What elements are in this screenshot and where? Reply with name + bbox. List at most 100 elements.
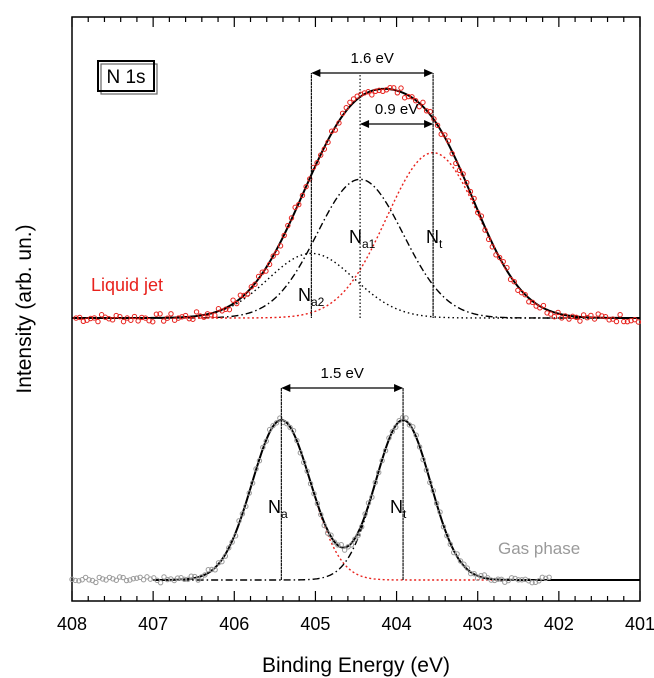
panel-label: N 1s [106,67,145,88]
data-point [551,314,558,320]
data-point [412,97,419,104]
data-point [515,577,522,583]
data-point [606,317,612,323]
data-point [387,84,393,91]
data-point [348,542,355,548]
arrow-head-right [424,69,434,77]
data-point [511,279,517,285]
data-point [273,420,280,426]
data-point [464,179,470,186]
data-point [252,281,258,287]
data-point [185,576,191,583]
data-point [304,468,310,474]
data-point [369,92,375,98]
data-point [212,567,218,573]
data-point [488,577,494,583]
data-point [281,232,287,239]
data-point [548,311,554,317]
data-point [522,292,528,298]
plot-frame [71,16,641,602]
data-point [355,532,361,538]
data-point [130,576,137,582]
x-tick-label: 402 [544,614,574,634]
x-tick-label: 406 [219,614,249,634]
data-point [164,315,171,321]
data-point [303,183,309,190]
liquid-jet-panel: 1.6 eV 0.9 eV Na2 Na1 Nt [72,50,642,325]
data-point [389,428,396,435]
data-point [485,236,492,243]
data-point [181,576,188,583]
data-point [478,573,484,579]
data-point [103,577,109,583]
data-point [584,315,590,321]
data-point [160,318,167,324]
data-point [456,167,463,174]
x-tick-label: 404 [382,614,412,634]
data-point [98,312,105,318]
data-point [495,576,501,582]
data-point [142,315,149,321]
data-point [72,577,79,584]
data-point [635,319,642,325]
x-tick-label: 408 [57,614,87,634]
data-point [297,450,304,456]
data-point [461,561,467,567]
data-point [555,309,561,316]
data-point [591,316,598,322]
data-point [350,96,357,102]
data-point [453,160,459,167]
data-point [621,318,627,325]
data-point [226,545,232,551]
data-point [460,171,466,177]
data-point [284,420,290,427]
series-label-liquid-jet: Liquid jet [91,275,163,295]
data-point [474,575,481,581]
data-point [274,249,280,256]
data-point [464,565,471,571]
fit-component-curve [72,178,640,319]
data-point [174,575,181,581]
data-point [222,553,229,559]
data-point [109,317,116,323]
data-point [290,427,297,434]
data-point [454,551,460,557]
data-point [212,312,218,318]
data-point [526,299,532,305]
data-point [398,85,404,91]
data-point [147,576,154,582]
data-point [332,127,339,133]
data-point [529,299,536,306]
data-point [292,204,298,211]
component-label: Na2 [298,285,325,309]
data-point [249,480,256,486]
data-point [135,318,141,324]
data-point [580,312,587,318]
data-point [529,579,535,586]
total-fit-curve [153,418,640,581]
data-point [287,424,293,431]
data-point [134,575,140,581]
arrow-head-left [311,69,321,77]
data-point [481,572,488,578]
data-point [230,297,236,303]
data-point [416,103,422,110]
data-point [440,524,447,530]
data-point [369,494,375,500]
data-point [562,313,569,319]
data-point [372,479,379,486]
arrow-head-left [281,384,291,392]
data-point [493,252,499,258]
data-point [91,315,98,321]
data-point [632,316,638,323]
data-point [208,312,214,318]
data-point [120,318,127,325]
data-point [204,311,211,317]
data-point [99,576,106,582]
data-point [150,319,156,325]
data-point [139,314,145,321]
data-point [123,577,130,584]
data-point [471,195,477,202]
data-point [515,287,521,293]
data-point [491,577,498,584]
